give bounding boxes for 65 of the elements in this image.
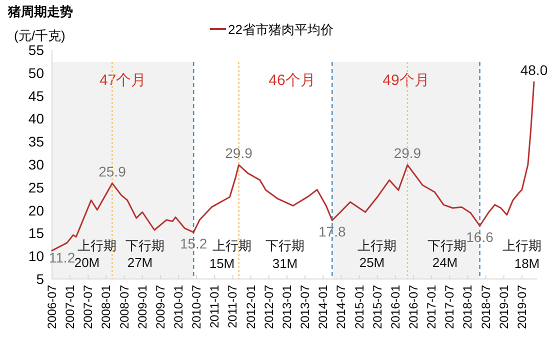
y-tick-label: 30 [28, 156, 44, 172]
y-tick-label: 40 [28, 110, 44, 127]
x-tick-label: 2013-07 [298, 284, 312, 330]
y-tick-label: 55 [28, 42, 44, 58]
annotation: 下行期 [266, 238, 304, 253]
annotation: 上行期 [358, 238, 396, 253]
x-tick-label: 2018-01 [460, 284, 475, 330]
annotation: 46个月 [268, 72, 316, 89]
x-tick-label: 2012-07 [262, 284, 276, 330]
data-label: 29.9 [225, 144, 253, 161]
x-tick-label: 2015-07 [370, 284, 384, 330]
x-tick-label: 2019-07 [514, 284, 529, 330]
x-tick-label: 2015-01 [352, 284, 366, 330]
y-axis-title: (元/千克) [14, 28, 66, 43]
y-tick-label: 20 [28, 202, 44, 218]
annotation: 上行期 [212, 238, 252, 253]
x-tick-label: 2008-01 [99, 284, 114, 330]
x-tick-label: 2007-07 [81, 284, 96, 330]
annotation: 下行期 [126, 238, 164, 253]
y-tick-label: 45 [28, 88, 44, 104]
x-tick-label: 2017-07 [442, 284, 457, 330]
annotation: 15M [209, 256, 235, 271]
chart-title: 猪周期走势 [7, 4, 73, 19]
annotation: 20M [74, 255, 100, 270]
data-label: 17.8 [318, 223, 346, 240]
annotation: 上行期 [78, 238, 116, 253]
x-tick-label: 2006-07 [45, 284, 59, 330]
data-label: 48.0 [520, 62, 548, 78]
legend-label: 22省市猪肉平均价 [228, 22, 334, 37]
x-tick-label: 2014-01 [316, 284, 330, 330]
x-tick-label: 2010-01 [172, 284, 186, 330]
y-tick-label: 15 [28, 225, 44, 242]
y-tick-label: 5 [36, 271, 44, 287]
x-tick-label: 2009-01 [135, 284, 150, 330]
y-tick-label: 10 [28, 248, 44, 264]
band-label: 47个月 [99, 72, 146, 89]
y-tick-label: 50 [28, 64, 44, 81]
x-tick-label: 2012-01 [244, 284, 258, 330]
annotation: 31M [272, 256, 298, 271]
annotation: 下行期 [428, 238, 466, 253]
x-tick-label: 2008-07 [117, 284, 132, 330]
y-tick-label: 35 [28, 134, 44, 150]
annotation: 上行期 [502, 238, 542, 253]
data-label: 11.2 [48, 250, 76, 266]
annotation: 27M [127, 255, 153, 270]
x-tick-label: 2013-01 [280, 284, 294, 330]
x-tick-label: 2016-01 [388, 284, 402, 330]
data-label: 25.9 [98, 163, 126, 180]
annotation: 24M [432, 255, 458, 270]
annotation: 18M [514, 256, 540, 271]
x-tick-label: 2011-07 [226, 284, 240, 328]
x-tick-label: 2018-07 [478, 284, 493, 330]
data-label: 16.6 [466, 228, 494, 245]
x-tick-label: 2007-01 [63, 284, 78, 330]
x-tick-label: 2019-01 [496, 284, 511, 330]
y-tick-label: 25 [28, 179, 44, 196]
x-tick-label: 2011-01 [208, 284, 222, 328]
data-label: 15.2 [180, 235, 208, 252]
data-label: 29.9 [394, 144, 422, 161]
x-tick-label: 2016-07 [406, 284, 420, 330]
x-tick-label: 2014-07 [334, 284, 348, 330]
x-tick-label: 2009-07 [153, 284, 168, 330]
x-tick-label: 2017-01 [424, 284, 439, 330]
x-tick-label: 2010-07 [190, 284, 204, 330]
annotation: 25M [359, 255, 385, 270]
